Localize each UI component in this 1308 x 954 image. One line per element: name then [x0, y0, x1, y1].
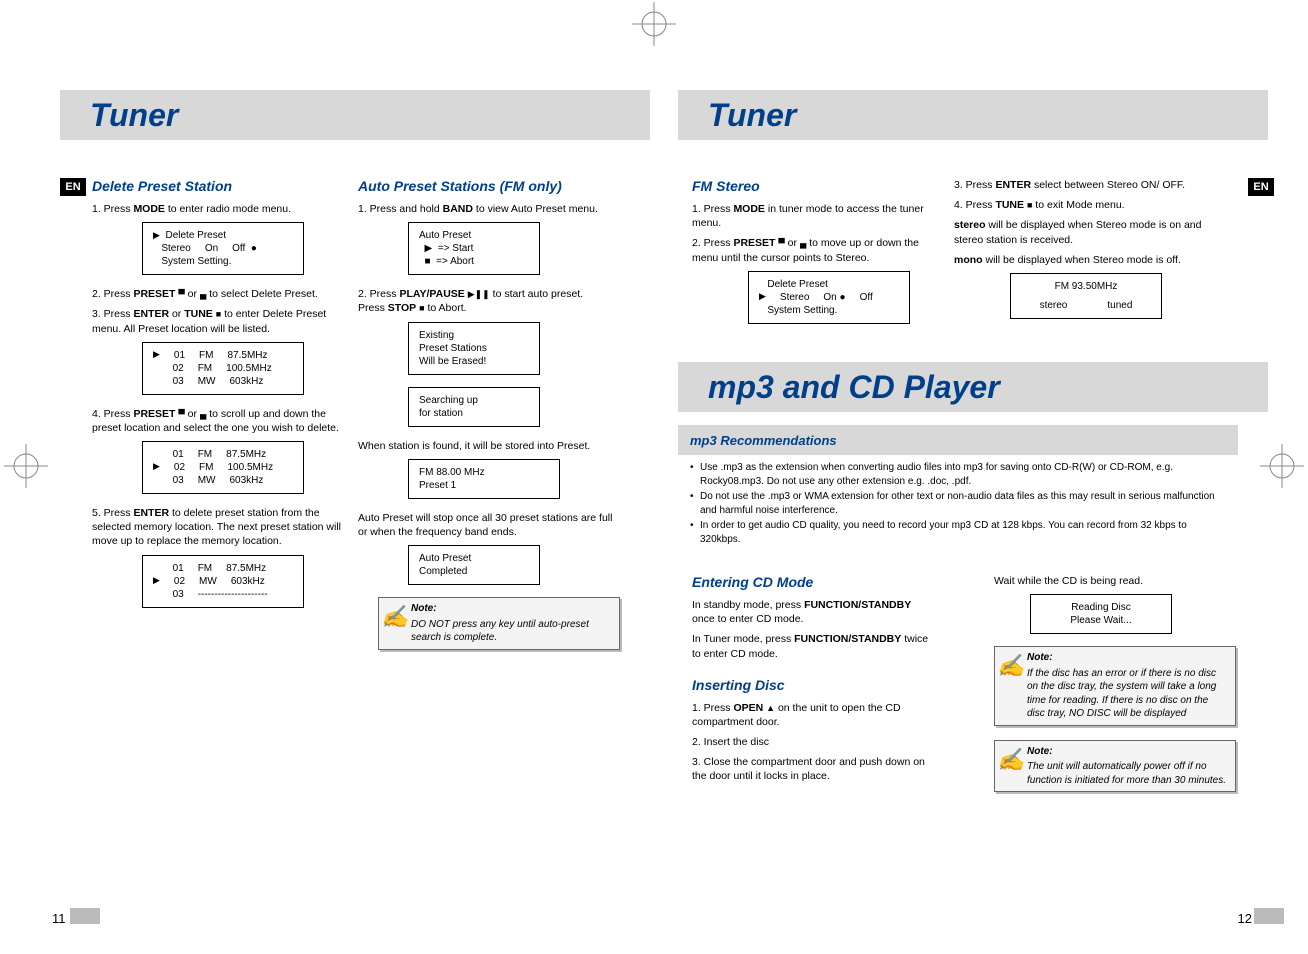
lcd-display: ▶01FM87.5MHz 02FM100.5MHz 03MW603kHz [142, 342, 304, 395]
step-text: 4. Press TUNE ■ to exit Mode menu. [954, 198, 1204, 212]
lcd-display: 01FM87.5MHz ▶02MW603kHz 03--------------… [142, 555, 304, 608]
lcd-display: Reading Disc Please Wait... [1030, 594, 1172, 634]
page-decoration [1254, 908, 1284, 924]
step-text: 2. Insert the disc [692, 735, 932, 749]
header-right-title: Tuner [708, 97, 796, 134]
step-text: 1. Press MODE to enter radio mode menu. [92, 202, 352, 216]
step-text: In standby mode, press FUNCTION/STANDBY … [692, 598, 932, 626]
up-icon: ▀ [778, 237, 784, 249]
lcd-display: Existing Preset Stations Will be Erased! [408, 322, 540, 375]
play-pause-icon: ▶❚❚ [468, 288, 490, 300]
step-text: Auto Preset will stop once all 30 preset… [358, 511, 618, 539]
section-bar-mp3: mp3 Recommendations [678, 425, 1238, 455]
step-text: 2. Press PRESET ▀ or ▄ to move up or dow… [692, 236, 932, 264]
step-text: stereo will be displayed when Stereo mod… [954, 218, 1204, 246]
step-text: 5. Press ENTER to delete preset station … [92, 506, 352, 549]
section-entering-cd-title: Entering CD Mode [692, 574, 932, 590]
crop-mark-right [1260, 444, 1304, 488]
page-number-right: 12 [1238, 911, 1252, 926]
section-fm-stereo-title: FM Stereo [692, 178, 932, 194]
step-text: 1. Press and hold BAND to view Auto Pres… [358, 202, 618, 216]
section-auto-preset-title: Auto Preset Stations (FM only) [358, 178, 618, 194]
page: Tuner EN Delete Preset Station 1. Press … [0, 0, 1308, 954]
header-left-title: Tuner [90, 97, 178, 134]
step-text: 1. Press OPEN ▲ on the unit to open the … [692, 701, 932, 729]
step-text: 1. Press MODE in tuner mode to access th… [692, 202, 932, 230]
step-text: Wait while the CD is being read. [994, 574, 1234, 588]
lcd-display: FM 88.00 MHz Preset 1 [408, 459, 560, 499]
lang-badge-right: EN [1248, 178, 1274, 196]
section-inserting-disc-title: Inserting Disc [692, 677, 932, 693]
step-text: 2. Press PRESET ▀ or ▄ to select Delete … [92, 287, 352, 301]
lcd-display: ▶ Delete Preset StereoOnOff ● System Set… [142, 222, 304, 275]
up-icon: ▀ [178, 408, 184, 420]
list-item: In order to get audio CD quality, you ne… [700, 519, 1228, 546]
lcd-display: FM 93.50MHz stereotuned [1010, 273, 1162, 319]
step-text: 3. Close the compartment door and push d… [692, 755, 932, 783]
page-number-left: 11 [52, 911, 66, 926]
step-text: When station is found, it will be stored… [358, 439, 618, 453]
hand-icon: ✍ [381, 602, 408, 632]
page-decoration [70, 908, 100, 924]
header-right-1: Tuner [678, 90, 1268, 140]
step-text: 2. Press PLAY/PAUSE ▶❚❚ to start auto pr… [358, 287, 618, 315]
step-text: mono will be displayed when Stereo mode … [954, 253, 1204, 267]
step-text: 3. Press ENTER or TUNE ■ to enter Delete… [92, 307, 352, 335]
header-left: Tuner [60, 90, 650, 140]
up-icon: ▀ [178, 288, 184, 300]
list-item: Do not use the .mp3 or WMA extension for… [700, 490, 1228, 517]
section-delete-preset-title: Delete Preset Station [92, 178, 352, 194]
list-item: Use .mp3 as the extension when convertin… [700, 461, 1228, 488]
header-right-2-title: mp3 and CD Player [708, 369, 1000, 406]
step-text: 3. Press ENTER select between Stereo ON/… [954, 178, 1204, 192]
lcd-display: Delete Preset ▶StereoOn ●Off System Sett… [748, 271, 910, 324]
crop-mark-top [632, 2, 676, 46]
lang-badge-left: EN [60, 178, 86, 196]
crop-mark-left [4, 444, 48, 488]
lcd-display: Searching up for station [408, 387, 540, 427]
note-box: ✍ Note: The unit will automatically powe… [994, 740, 1236, 793]
note-box: ✍ Note: DO NOT press any key until auto-… [378, 597, 620, 650]
open-icon: ▲ [766, 702, 775, 714]
lcd-display: 01FM87.5MHz ▶02FM100.5MHz 03MW603kHz [142, 441, 304, 494]
header-right-2: mp3 and CD Player [678, 362, 1268, 412]
section-mp3-rec: mp3 Recommendations Use .mp3 as the exte… [678, 425, 1238, 554]
hand-icon: ✍ [997, 745, 1024, 775]
hand-icon: ✍ [997, 651, 1024, 681]
lcd-display: Auto Preset ▶ => Start ■ => Abort [408, 222, 540, 275]
note-box: ✍ Note: If the disc has an error or if t… [994, 646, 1236, 726]
step-text: In Tuner mode, press FUNCTION/STANDBY tw… [692, 632, 932, 660]
step-text: 4. Press PRESET ▀ or ▄ to scroll up and … [92, 407, 352, 435]
lcd-display: Auto Preset Completed [408, 545, 540, 585]
